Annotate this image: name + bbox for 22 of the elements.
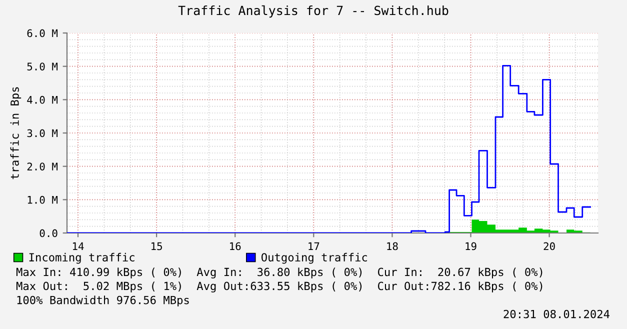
y-tick-label: 4.0 M [27,96,58,104]
y-tick-label: 3.0 M [27,129,58,138]
x-tick-label: 15 [152,242,162,250]
text: 100% Bandwidth 976.56 MBps [17,296,189,306]
x-tick-label: 17 [308,242,320,250]
x-tick-label: 20 [544,242,555,250]
y-tick-label: 6.0 M [27,29,58,38]
y-tick-label: 0.0 [40,229,58,238]
y-tick-label: 1.0 M [28,196,58,204]
text: Max In: 410.99 kBps ( 0%) Avg In: 36.80 kBps ( 0%) Cur In: 20.67 kBps ( 0%) [16,268,542,278]
text: 20:31 08.01.2024 [504,310,610,318]
legend-label: Outgoing traffic [262,252,367,264]
x-tick-label: 14 [72,242,84,250]
text: Max Out: 5.02 MBps ( 1%) Avg Out:633.55 kBps ( 0%) Cur Out:782.16 kBps ( 0%) [16,282,542,292]
y-tick-label: 5.0 M [27,62,58,70]
chart-title: Traffic Analysis for 7 -- Switch.hub [178,5,448,18]
x-tick-label: 16 [230,242,241,250]
y-axis-title: traffic in Bps [10,87,22,180]
y-tick-label: 2.0 M [27,162,58,170]
legend-label: Incoming traffic [29,252,134,264]
x-tick-label: 19 [466,242,476,250]
x-tick-label: 18 [387,242,398,250]
